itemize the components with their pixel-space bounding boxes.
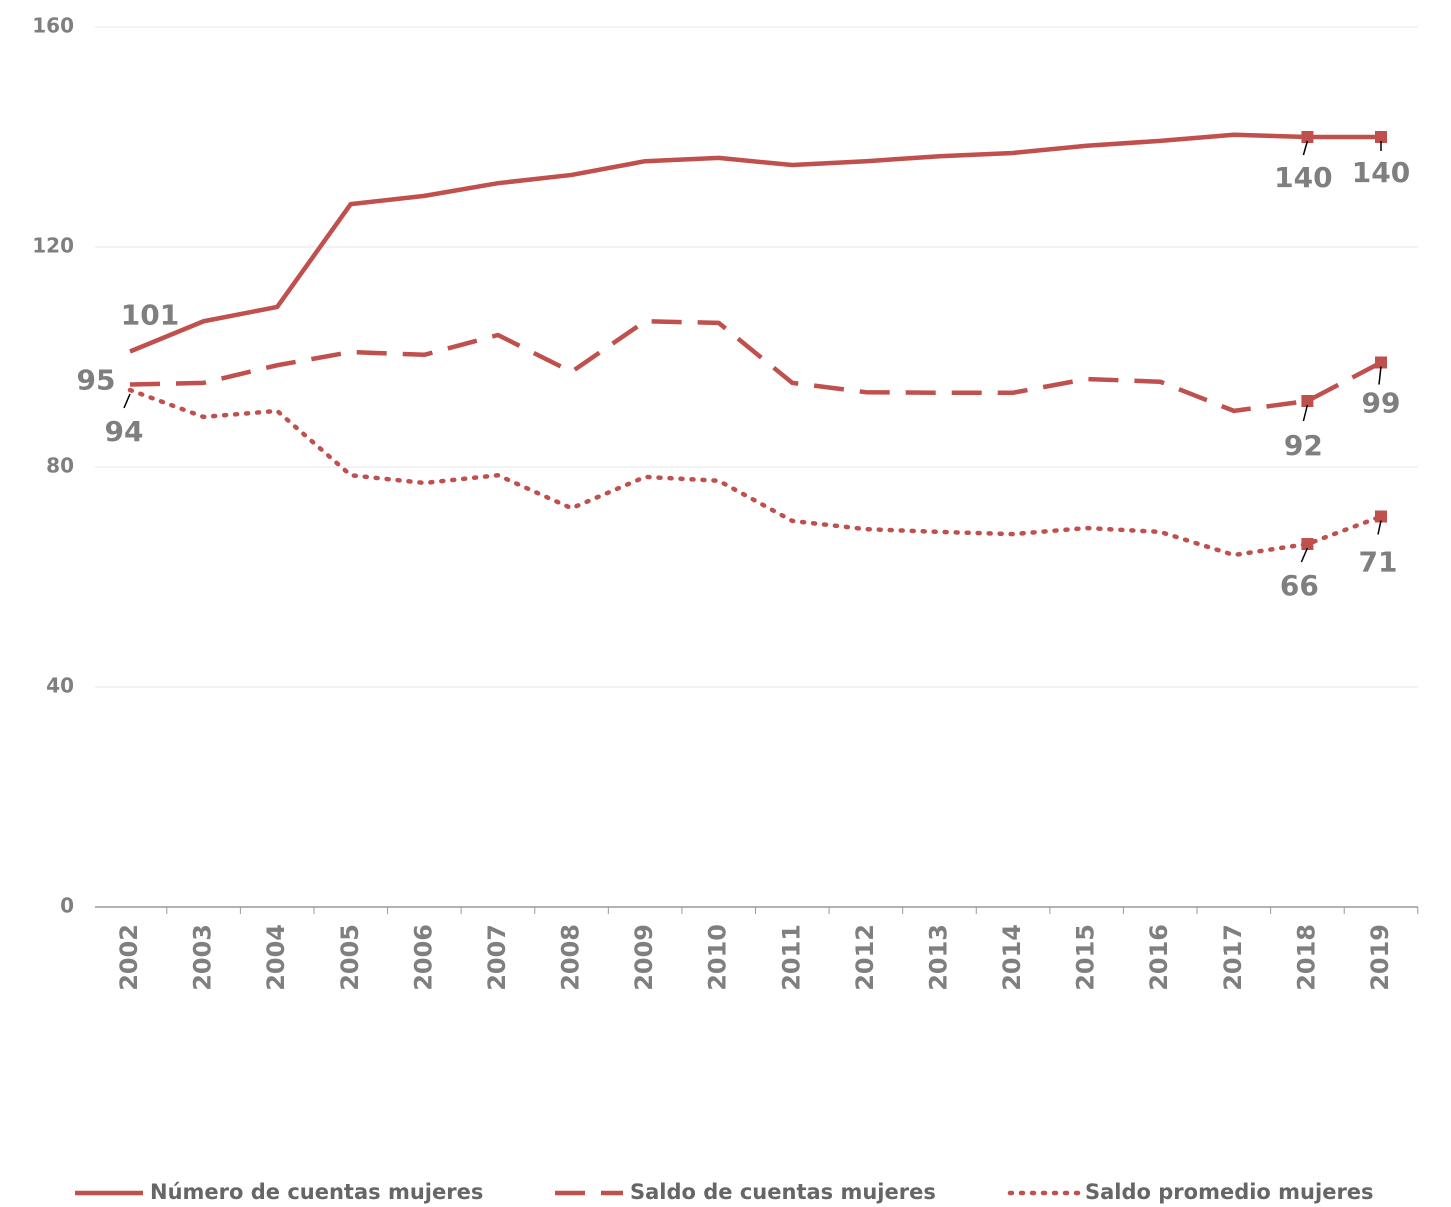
x-tick-label: 2018	[1292, 924, 1320, 991]
leader-line	[1377, 520, 1382, 535]
leader-line	[1302, 404, 1309, 422]
legend-label: Saldo de cuentas mujeres	[630, 1180, 936, 1204]
x-tick-label: 2011	[777, 924, 805, 991]
marker	[1301, 131, 1314, 143]
marker	[1375, 356, 1387, 369]
leader-line	[123, 393, 131, 409]
data-label: 99	[1362, 387, 1401, 420]
marker	[1375, 510, 1387, 523]
x-tick-label: 2015	[1072, 924, 1100, 991]
y-tick-label: 40	[46, 674, 74, 698]
y-tick-label: 160	[32, 14, 74, 38]
y-tick-label: 120	[32, 234, 74, 258]
line-series	[129, 132, 1381, 354]
x-tick-label: 2017	[1219, 924, 1247, 991]
leader-line	[1300, 547, 1309, 563]
marker	[1301, 538, 1314, 550]
x-tick-label: 2016	[1145, 924, 1173, 991]
x-tick-label: 2009	[630, 924, 658, 991]
data-label: 140	[1274, 161, 1332, 194]
data-label: 140	[1352, 156, 1410, 189]
x-tick-label: 2005	[336, 924, 364, 991]
leader-line	[1302, 140, 1309, 156]
data-label: 66	[1280, 569, 1319, 602]
line-series	[127, 387, 1384, 558]
marker	[1375, 131, 1387, 143]
data-label: 71	[1359, 546, 1398, 579]
x-tick-label: 2010	[704, 924, 732, 991]
x-tick-label: 2012	[851, 924, 879, 991]
x-tick-label: 2004	[262, 924, 290, 991]
x-tick-label: 2014	[998, 924, 1026, 991]
data-label: 95	[77, 364, 116, 397]
x-tick-label: 2008	[557, 924, 585, 991]
x-tick-label: 2019	[1366, 924, 1394, 991]
x-tick-label: 2006	[409, 924, 437, 991]
x-tick-label: 2013	[924, 924, 952, 991]
data-label: 101	[121, 299, 179, 332]
leader-line	[1378, 366, 1382, 385]
x-tick-label: 2003	[189, 924, 217, 991]
x-tick-label: 2007	[483, 924, 511, 991]
y-tick-label: 80	[46, 454, 74, 478]
data-label: 94	[105, 415, 144, 448]
data-label: 92	[1284, 429, 1323, 462]
legend-label: Número de cuentas mujeres	[150, 1180, 483, 1204]
marker	[1301, 395, 1314, 407]
x-tick-label: 2002	[115, 924, 143, 991]
legend-label: Saldo promedio mujeres	[1085, 1180, 1374, 1204]
y-tick-label: 0	[60, 894, 74, 918]
line-series	[129, 319, 1383, 414]
